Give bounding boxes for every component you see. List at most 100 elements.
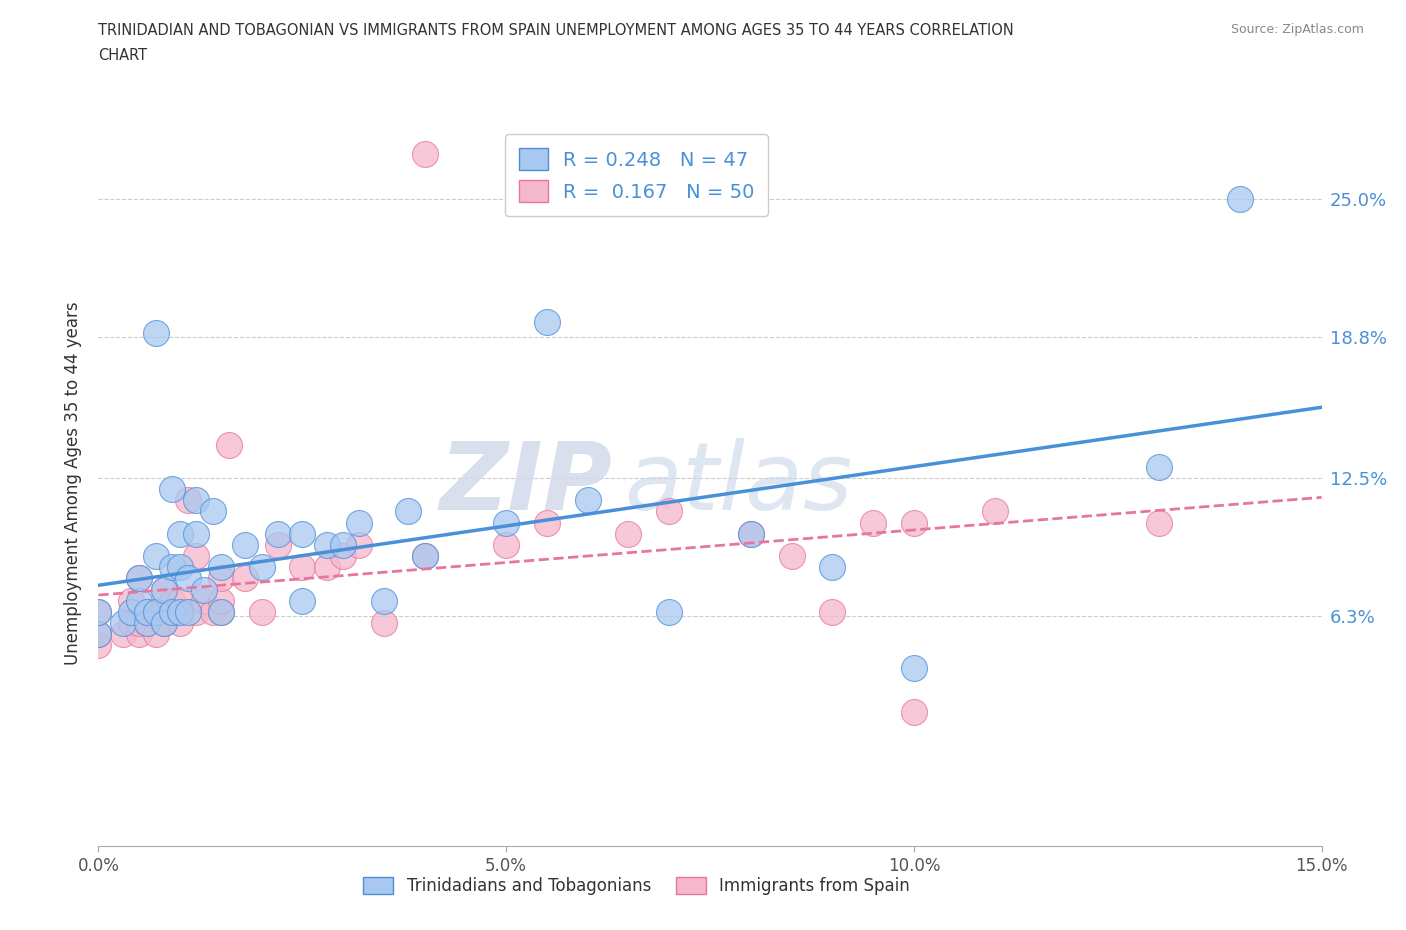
Point <box>169 616 191 631</box>
Point <box>233 571 256 586</box>
Point <box>267 538 290 552</box>
Point <box>1147 515 1170 530</box>
Point <box>209 593 232 608</box>
Point <box>495 538 517 552</box>
Point <box>186 526 208 541</box>
Point <box>136 604 159 619</box>
Point <box>984 504 1007 519</box>
Y-axis label: Unemployment Among Ages 35 to 44 years: Unemployment Among Ages 35 to 44 years <box>65 302 83 665</box>
Text: Source: ZipAtlas.com: Source: ZipAtlas.com <box>1230 23 1364 36</box>
Point <box>373 616 395 631</box>
Point <box>373 593 395 608</box>
Point <box>209 604 232 619</box>
Point <box>209 604 232 619</box>
Point <box>658 504 681 519</box>
Point <box>349 515 371 530</box>
Point <box>145 326 167 340</box>
Point <box>862 515 884 530</box>
Point <box>267 526 290 541</box>
Point <box>1147 459 1170 474</box>
Point <box>169 604 191 619</box>
Point <box>160 604 183 619</box>
Text: TRINIDADIAN AND TOBAGONIAN VS IMMIGRANTS FROM SPAIN UNEMPLOYMENT AMONG AGES 35 T: TRINIDADIAN AND TOBAGONIAN VS IMMIGRANTS… <box>98 23 1014 38</box>
Point <box>396 504 419 519</box>
Point <box>128 571 150 586</box>
Point <box>233 538 256 552</box>
Point <box>536 515 558 530</box>
Point <box>332 538 354 552</box>
Point <box>291 593 314 608</box>
Point <box>136 616 159 631</box>
Point <box>169 560 191 575</box>
Point <box>903 515 925 530</box>
Point <box>128 616 150 631</box>
Text: ZIP: ZIP <box>439 438 612 529</box>
Point <box>136 604 159 619</box>
Point <box>145 604 167 619</box>
Text: atlas: atlas <box>624 438 852 529</box>
Point <box>160 560 183 575</box>
Point <box>169 593 191 608</box>
Point <box>160 604 183 619</box>
Point <box>169 526 191 541</box>
Point <box>152 616 174 631</box>
Point <box>413 147 436 162</box>
Point <box>291 526 314 541</box>
Point <box>87 627 110 642</box>
Point <box>177 493 200 508</box>
Point <box>87 627 110 642</box>
Point <box>495 515 517 530</box>
Point <box>120 604 142 619</box>
Point <box>576 493 599 508</box>
Point <box>128 571 150 586</box>
Point <box>349 538 371 552</box>
Point <box>128 627 150 642</box>
Point <box>193 593 215 608</box>
Point <box>291 560 314 575</box>
Point <box>177 571 200 586</box>
Point <box>145 549 167 564</box>
Point <box>160 482 183 497</box>
Point <box>250 560 273 575</box>
Text: CHART: CHART <box>98 48 148 63</box>
Point <box>87 604 110 619</box>
Point <box>186 604 208 619</box>
Point <box>315 560 337 575</box>
Point <box>413 549 436 564</box>
Point <box>740 526 762 541</box>
Point <box>315 538 337 552</box>
Point <box>152 582 174 597</box>
Point <box>152 582 174 597</box>
Point <box>209 571 232 586</box>
Point <box>152 616 174 631</box>
Point <box>177 604 200 619</box>
Point <box>903 660 925 675</box>
Point <box>186 549 208 564</box>
Point <box>145 627 167 642</box>
Point <box>128 593 150 608</box>
Point <box>201 604 224 619</box>
Point <box>160 593 183 608</box>
Point <box>617 526 640 541</box>
Point <box>821 560 844 575</box>
Point <box>193 582 215 597</box>
Point <box>209 560 232 575</box>
Point <box>658 604 681 619</box>
Point <box>1229 192 1251 206</box>
Point <box>413 549 436 564</box>
Point <box>136 616 159 631</box>
Legend: Trinidadians and Tobagonians, Immigrants from Spain: Trinidadians and Tobagonians, Immigrants… <box>354 869 918 903</box>
Point <box>821 604 844 619</box>
Point <box>780 549 803 564</box>
Point <box>87 604 110 619</box>
Point <box>218 437 240 452</box>
Point <box>111 616 134 631</box>
Point <box>186 493 208 508</box>
Point <box>111 627 134 642</box>
Point <box>536 314 558 329</box>
Point <box>145 604 167 619</box>
Point <box>740 526 762 541</box>
Point <box>332 549 354 564</box>
Point <box>903 705 925 720</box>
Point <box>250 604 273 619</box>
